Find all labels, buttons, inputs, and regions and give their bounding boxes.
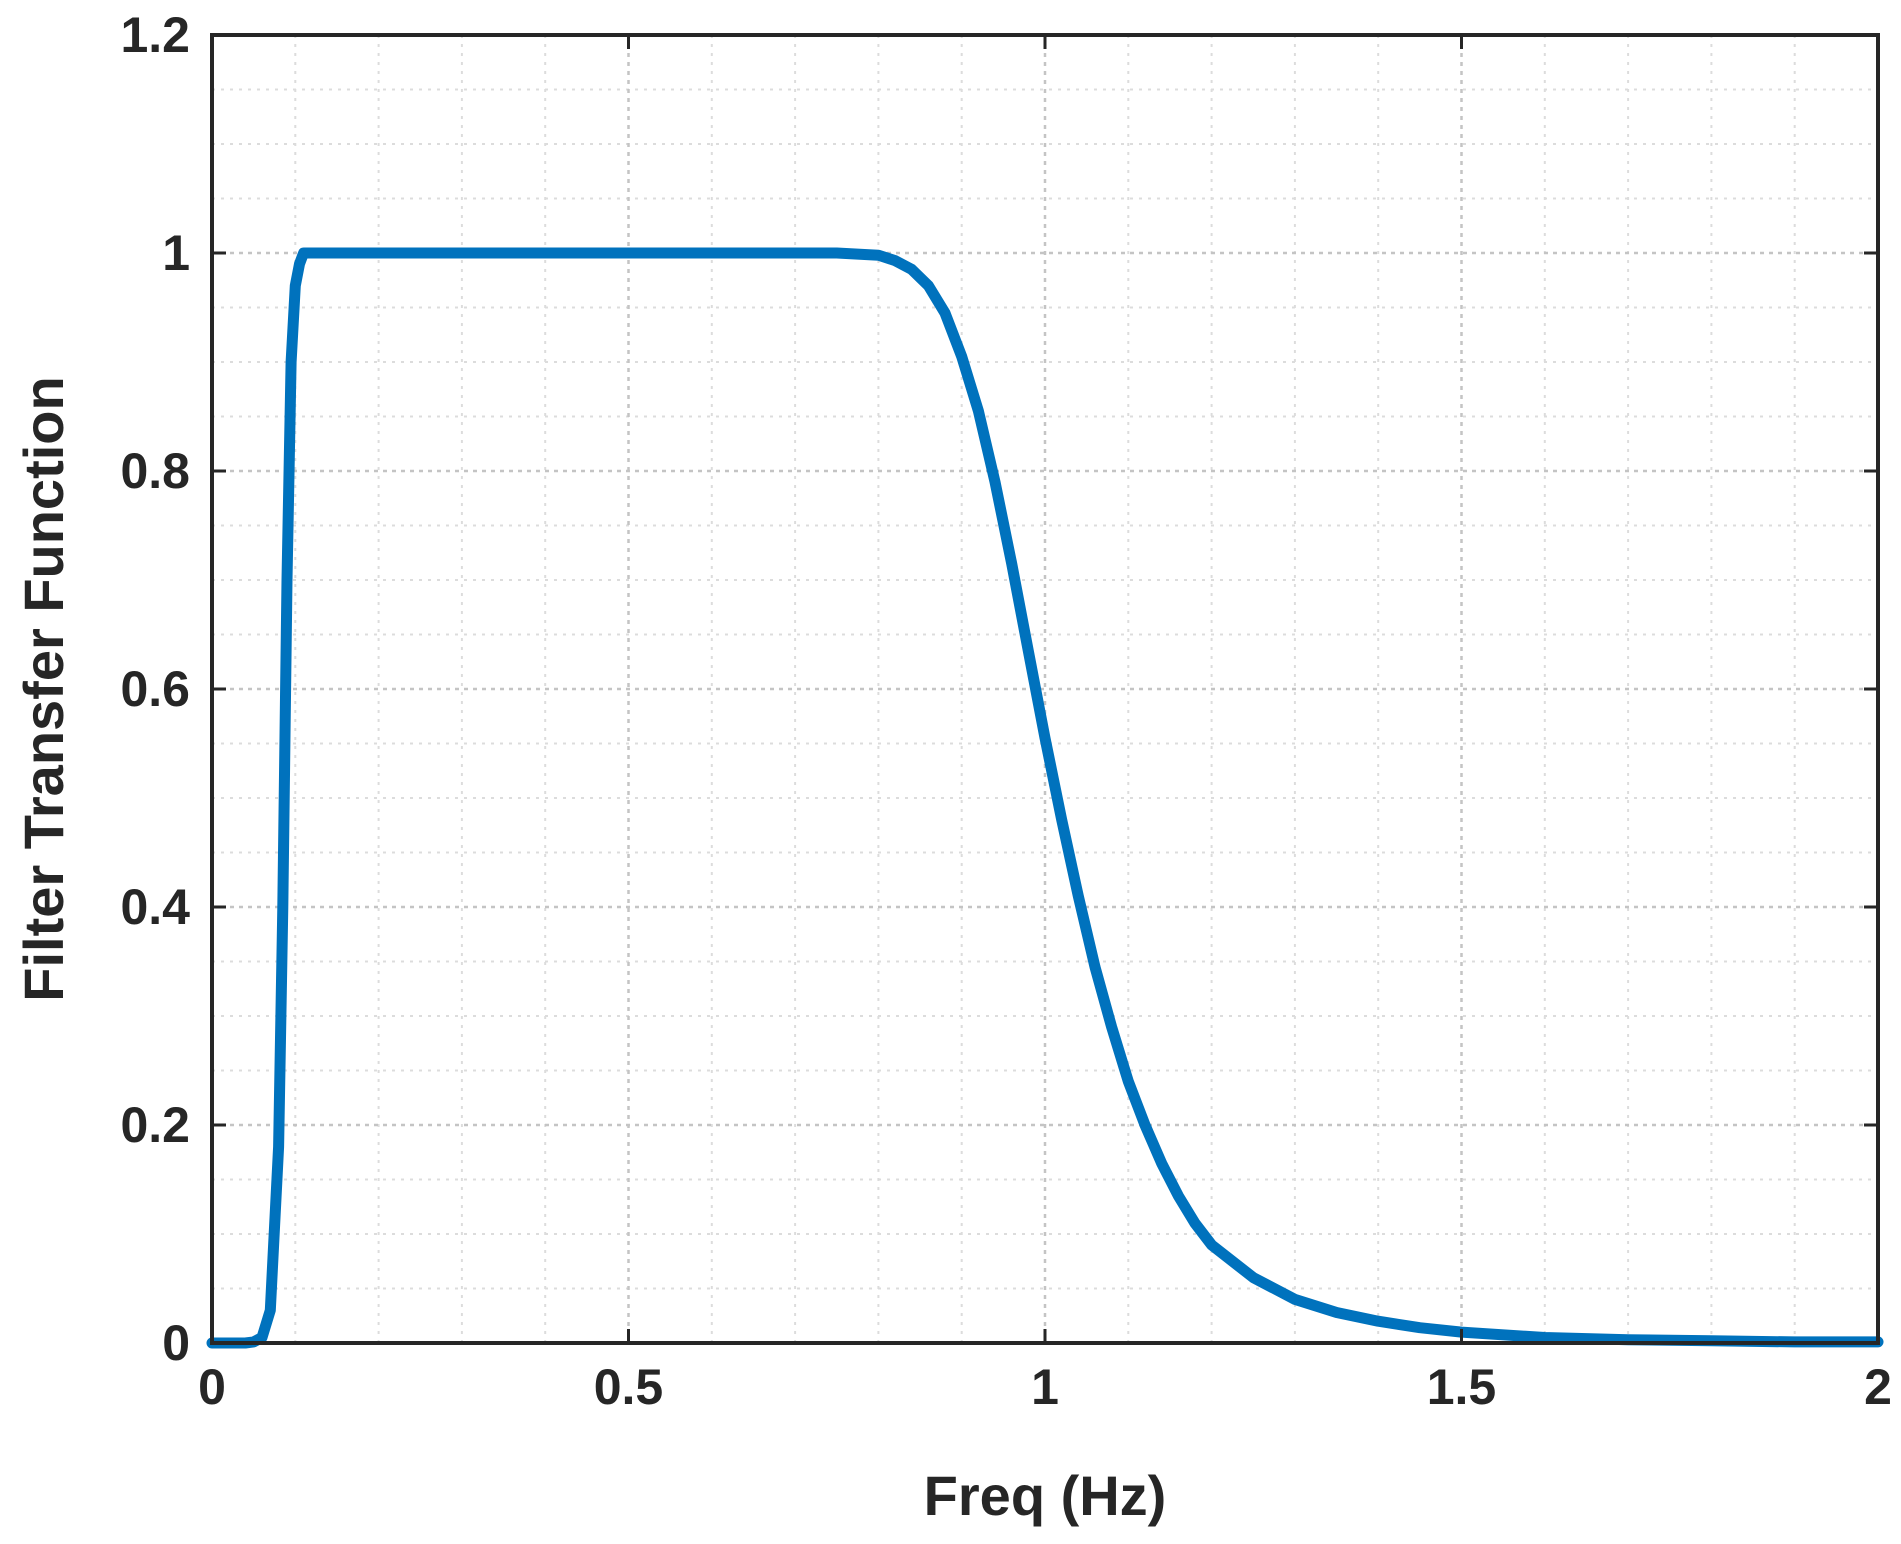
ticks	[210, 33, 1880, 1345]
x-axis-label: Freq (Hz)	[924, 1464, 1167, 1527]
series-layer	[206, 247, 1884, 1349]
y-tick-label: 0.6	[120, 661, 190, 717]
y-tick-label: 1	[162, 225, 190, 281]
y-tick-label: 0	[162, 1315, 190, 1371]
x-tick-label: 0.5	[594, 1359, 664, 1415]
x-tick-label: 1.5	[1427, 1359, 1497, 1415]
y-axis-label: Filter Transfer Function	[12, 376, 75, 1001]
y-tick-label: 0.4	[120, 879, 190, 935]
x-tick-label: 1	[1031, 1359, 1059, 1415]
y-tick-label: 0.8	[120, 443, 190, 499]
x-tick-label: 0	[198, 1359, 226, 1415]
y-tick-label: 0.2	[120, 1097, 190, 1153]
x-tick-label: 2	[1864, 1359, 1892, 1415]
tick-labels: 0 0.5 1 1.5 2 0 0.2 0.4 0.6 0.8 1 1.2	[120, 7, 1891, 1415]
series-line	[206, 247, 1884, 1349]
y-tick-label: 1.2	[120, 7, 190, 63]
